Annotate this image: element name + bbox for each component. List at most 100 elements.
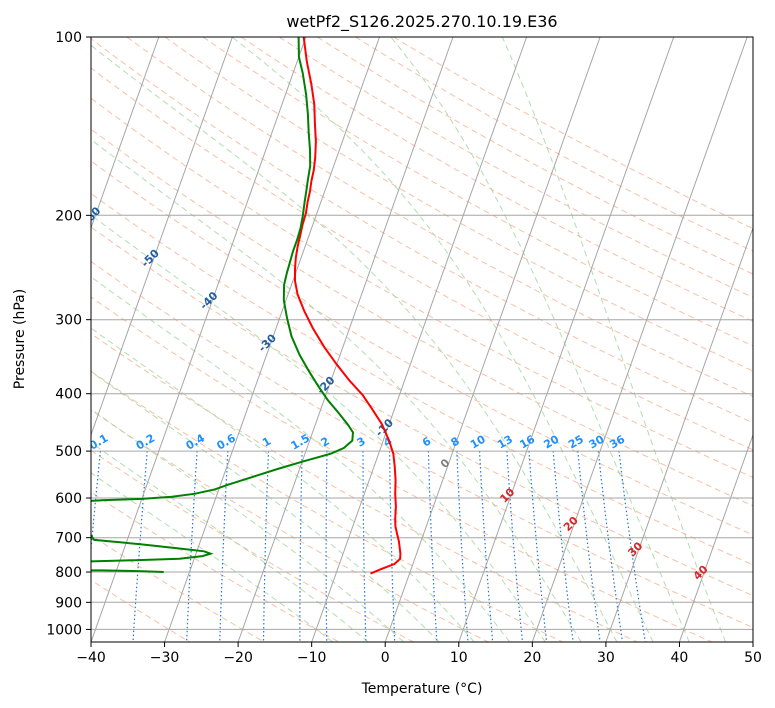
moist-adiabat xyxy=(231,37,654,642)
mixing-ratio-label: 36 xyxy=(607,432,627,451)
isotherm-line xyxy=(458,37,675,642)
mixing-ratio-line xyxy=(299,451,303,642)
temperature-line xyxy=(294,37,402,575)
moist-adiabat xyxy=(91,472,333,642)
mixing-ratio-line xyxy=(186,451,198,642)
chart-title: wetPf2_S126.2025.270.10.19.E36 xyxy=(286,12,557,32)
dry-adiabat xyxy=(91,296,713,642)
dry-adiabat xyxy=(91,370,563,642)
dry-adiabat xyxy=(91,534,265,642)
dry-adiabat xyxy=(91,579,190,642)
mixing-ratio-line xyxy=(262,451,270,642)
x-tick-label: 10 xyxy=(450,650,468,666)
moist-adiabat xyxy=(91,214,546,642)
dry-adiabat xyxy=(91,409,489,642)
mixing-ratio-line xyxy=(362,451,367,642)
moist-adiabat xyxy=(91,44,618,642)
mixing-ratio-label: 0.1 xyxy=(87,432,110,453)
plot-frame xyxy=(90,36,754,643)
x-tick-label: −20 xyxy=(223,650,253,666)
x-axis-label: Temperature (°C) xyxy=(361,681,483,697)
dry-adiabat xyxy=(91,226,753,597)
mixing-ratio-label: 0.2 xyxy=(134,432,157,453)
dry-adiabat xyxy=(91,260,753,629)
isotherm-line xyxy=(678,433,753,642)
y-tick-label: 800 xyxy=(55,565,82,581)
mixing-ratio-label: 1 xyxy=(260,435,273,450)
dry-adiabat xyxy=(91,97,753,478)
mixing-ratio-label: 0.6 xyxy=(214,431,238,452)
mixing-ratio-label: 6 xyxy=(420,434,433,449)
dry-adiabat xyxy=(91,128,753,507)
mixing-ratio-label: 25 xyxy=(566,433,586,452)
y-tick-label: 700 xyxy=(55,531,82,547)
dewpoint-line xyxy=(91,37,355,573)
y-axis-label: Pressure (hPa) xyxy=(12,289,28,389)
x-tick-label: −10 xyxy=(297,650,327,666)
mixing-ratio-label: 3 xyxy=(355,435,368,450)
moist-adiabat xyxy=(91,408,404,642)
mixing-ratio-line xyxy=(597,451,624,642)
mixing-ratio-line xyxy=(456,451,469,642)
mixing-ratio-line xyxy=(528,451,548,642)
mixing-ratio-line xyxy=(91,451,101,556)
mixing-ratio-line xyxy=(618,451,646,642)
mixing-ratio-line xyxy=(552,451,574,642)
dry-adiabat xyxy=(355,37,753,252)
x-tick-label: −30 xyxy=(150,650,180,666)
mixing-ratio-line xyxy=(219,451,229,642)
isotherm-line xyxy=(237,37,454,642)
dry-adiabat xyxy=(279,37,753,298)
dry-adiabat xyxy=(202,37,753,347)
isotherm-line xyxy=(0,37,12,642)
x-tick-label: 40 xyxy=(671,650,689,666)
series-layer xyxy=(91,37,402,575)
temperature-label: 30 xyxy=(625,539,645,559)
dry-adiabat xyxy=(91,67,753,451)
x-tick-label: −40 xyxy=(76,650,106,666)
isotherm-label: -30 xyxy=(256,331,279,354)
isotherm-line xyxy=(311,37,528,642)
mixing-ratio-line xyxy=(427,451,438,642)
ticks-layer: −40 −30 −20 −10 0 10 20 30 40 5010020030040050060… xyxy=(46,30,762,666)
mixing-ratio-line xyxy=(132,451,148,642)
mixing-ratio-line xyxy=(506,451,524,642)
isotherm-label: -70 xyxy=(22,162,45,185)
isotherm-label: -40 xyxy=(197,289,220,312)
moist-adiabat xyxy=(91,442,369,642)
isotherm-line xyxy=(91,37,307,642)
y-tick-label: 1000 xyxy=(46,622,82,638)
dry-adiabat xyxy=(91,38,753,424)
temperature-label: 40 xyxy=(691,562,711,582)
grid-layer xyxy=(0,37,753,642)
dry-adiabat xyxy=(393,37,753,230)
x-tick-label: 20 xyxy=(523,650,541,666)
dry-adiabat xyxy=(126,37,753,398)
moist-adiabat xyxy=(91,371,440,642)
y-tick-label: 100 xyxy=(55,30,82,46)
mixing-ratio-line xyxy=(479,451,494,642)
isotherm-line xyxy=(605,226,753,642)
mixing-ratio-label: 1.5 xyxy=(289,432,312,453)
moist-adiabat xyxy=(91,276,511,642)
dry-adiabat xyxy=(164,37,753,372)
mixing-ratio-label: 20 xyxy=(542,432,562,451)
dry-adiabat xyxy=(240,37,753,322)
dry-adiabat xyxy=(91,491,340,642)
mixing-ratio-label: 2 xyxy=(319,435,332,450)
isotherm-line xyxy=(384,37,601,642)
y-tick-label: 300 xyxy=(55,313,82,329)
y-tick-label: 500 xyxy=(55,444,82,460)
mixing-ratio-label: 16 xyxy=(517,432,537,451)
mixing-ratio-line xyxy=(577,451,601,642)
isotherm-label: -50 xyxy=(139,247,162,270)
x-tick-label: 0 xyxy=(381,650,390,666)
y-tick-label: 200 xyxy=(55,208,82,224)
isotherm-label: -10 xyxy=(373,416,396,439)
mixing-ratio-line xyxy=(389,451,396,642)
isotherm-line xyxy=(91,37,160,230)
y-tick-label: 600 xyxy=(55,491,82,507)
isotherm-line xyxy=(164,37,380,642)
dry-adiabat xyxy=(91,192,753,566)
